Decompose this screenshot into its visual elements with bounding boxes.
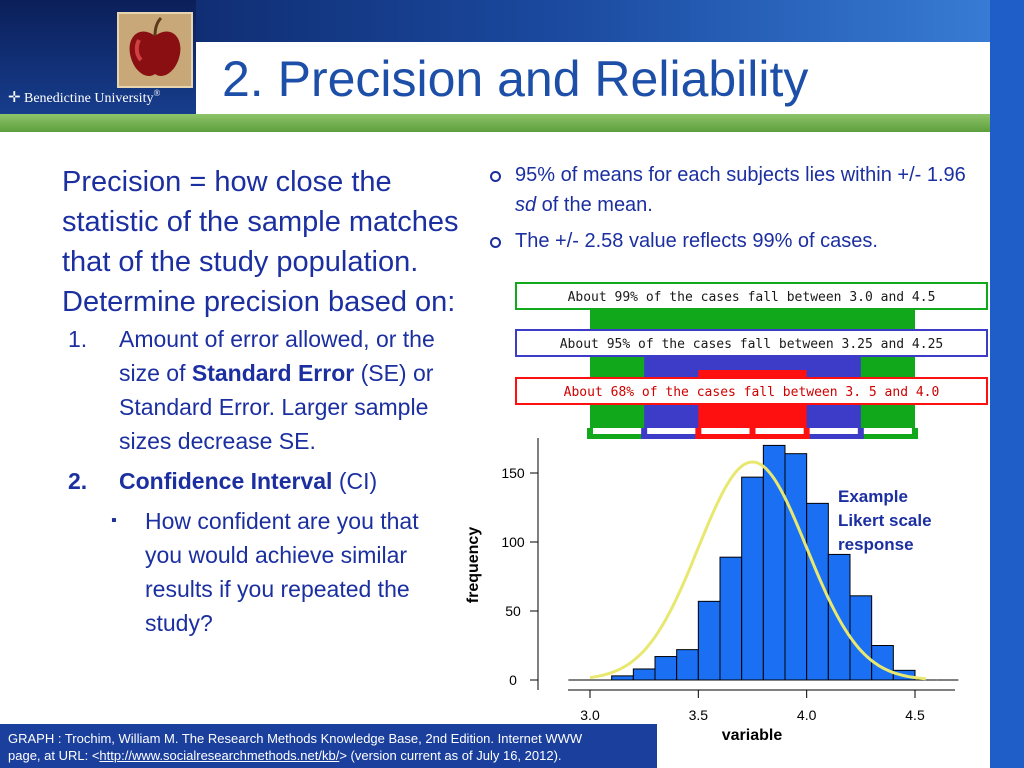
histogram-bar-13 [849,595,873,681]
normal-curve [589,460,926,681]
cross-icon: ✛ [8,90,21,106]
band-notch-1 [641,428,648,439]
precision-definition: Precision = how close the statistic of t… [62,166,459,318]
green-divider [0,114,990,132]
apple-image [117,12,193,88]
x-tick-label-2: 4.0 [797,707,817,723]
x-tick-label-1: 3.5 [689,707,709,723]
right-accent-bar [990,0,1024,768]
histogram-bar-8 [741,476,764,681]
histogram-bar-4 [654,656,678,681]
bullet-text: 95% of means for each subjects lies with… [515,164,966,186]
logo-text: ✛ Benedictine University® [8,88,161,106]
y-tick-label-2: 100 [501,534,525,550]
histogram-bar-3 [632,668,656,681]
band-notch-0 [587,428,593,439]
histogram-bar-7 [719,556,743,681]
bullet-2: The +/- 2.58 value reflects 99% of cases… [488,226,988,256]
sub-list-text: How confident are you that you would ach… [145,508,419,636]
histogram-bar-6 [697,600,721,681]
band-notch-2 [695,428,702,439]
histogram-bar-5 [676,649,699,681]
list-text: (CI) [332,468,378,494]
list-item-2: 2. Confidence Interval (CI) [62,464,462,498]
page-title: 2. Precision and Reliability [222,51,809,107]
apple-icon [129,16,181,77]
circle-bullet-icon [490,171,501,182]
square-bullet-icon: ▪ [111,512,117,529]
sub-list-item: ▪ How confident are you that you would ac… [62,504,462,640]
list-bold-term: Confidence Interval [119,468,333,494]
bullet-1: 95% of means for each subjects lies with… [488,160,988,220]
histogram-bar-10 [784,453,808,681]
histogram-bar-2 [611,675,634,681]
university-logo: ✛ Benedictine University® [0,0,196,114]
circle-bullet-icon [490,237,501,248]
y-tick-label-3: 150 [501,465,525,481]
citation-box: GRAPH : Trochim, William M. The Research… [0,724,657,768]
list-text: Amount of error allowed, or the size of [119,326,435,386]
band-notch-4 [803,428,810,439]
y-tick-label-1: 50 [505,603,521,619]
band-label-box-2 [515,377,988,405]
y-tick-label-0: 0 [509,672,517,688]
bullet-italic: sd [515,194,537,216]
band-notch-5 [857,428,864,439]
x-tick-label-3: 4.5 [905,707,925,723]
left-content: Precision = how close the statistic of t… [62,162,462,640]
band-notch-3 [749,428,756,439]
citation-line-2: page, at URL: <http://www.socialresearch… [8,748,562,763]
bullet-text: of the mean. [536,194,653,216]
y-axis-label: frequency [465,527,482,604]
x-tick-label-0: 3.0 [580,707,600,723]
band-notch-6 [912,428,918,439]
x-axis-label: variable [722,727,783,744]
bullet-text: The +/- 2.58 value reflects 99% of cases… [515,230,878,252]
band-label-1: About 95% of the cases fall between 3.25… [560,337,944,352]
citation-link[interactable]: http://www.socialresearchmethods.net/kb/ [99,748,340,763]
band-label-box-0 [515,282,988,310]
list-number: 1. [68,326,88,352]
list-number: 2. [68,468,88,494]
example-callout: Example Likert scale response [838,487,932,554]
list-bold-term: Standard Error [191,360,355,386]
citation-line-1: GRAPH : Trochim, William M. The Research… [8,731,583,746]
right-bullets: 95% of means for each subjects lies with… [488,160,988,262]
list-text: (SE) or Standard Error. Larger sample si… [119,360,434,454]
list-item-1: 1. Amount of error allowed, or the size o… [62,322,462,458]
band-label-0: About 99% of the cases fall between 3.0 … [568,290,936,305]
band-label-2: About 68% of the cases fall between 3. 5… [564,385,940,400]
band-label-box-1 [515,329,988,357]
